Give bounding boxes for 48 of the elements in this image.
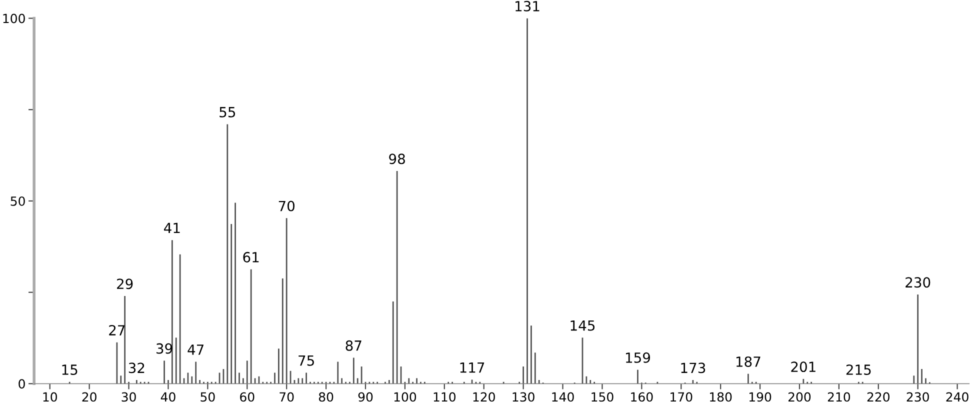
annotation: 32: [128, 362, 144, 374]
annotation: 15: [62, 364, 78, 375]
annotation: 187: [736, 356, 760, 367]
annotation: 117: [460, 362, 484, 373]
x-tick-label: 60: [240, 392, 254, 402]
annotation: 87: [346, 340, 362, 351]
annotation: 215: [846, 364, 871, 375]
x-tick-label: 120: [473, 392, 495, 402]
x-tick-label: 100: [394, 392, 416, 402]
x-tick-label: 210: [828, 392, 850, 402]
x-tick-label: 10: [43, 392, 57, 402]
annotation: 159: [626, 352, 650, 363]
x-tick-label: 230: [906, 392, 929, 402]
y-tick-label: 0: [18, 379, 25, 389]
annotation: 41: [164, 222, 180, 234]
annotation: 47: [188, 344, 204, 355]
x-tick-label: 130: [512, 392, 534, 402]
annotation: 61: [243, 252, 259, 262]
x-tick-label: 110: [434, 392, 456, 402]
y-tick-label: 100: [3, 14, 25, 24]
x-tick-label: 80: [318, 392, 334, 402]
annotation: 98: [389, 154, 405, 164]
annotation: 230: [906, 277, 930, 288]
annotation: 70: [278, 200, 295, 212]
x-tick-label: 170: [670, 392, 692, 402]
x-tick-label: 90: [358, 392, 373, 402]
x-tick-label: 20: [82, 392, 96, 402]
annotation: 29: [117, 278, 133, 290]
x-tick-label: 220: [867, 392, 890, 402]
x-tick-label: 200: [788, 392, 811, 402]
x-tick-label: 70: [280, 392, 294, 402]
annotation: 201: [791, 362, 816, 372]
x-tick-label: 160: [631, 392, 653, 402]
annotation: 131: [516, 0, 540, 12]
x-tick-label: 190: [749, 392, 772, 402]
x-tick-label: 150: [592, 392, 614, 402]
annotation: 145: [570, 320, 595, 331]
annotation: 27: [109, 325, 125, 336]
x-tick-label: 50: [200, 392, 215, 402]
x-tick-label: 180: [710, 392, 732, 402]
annotation: 173: [681, 362, 706, 374]
x-tick-label: 240: [946, 392, 968, 402]
x-tick-label: 140: [552, 392, 574, 402]
annotation: 55: [220, 107, 236, 118]
y-tick-label: 50: [10, 196, 25, 206]
x-tick-label: 40: [160, 392, 176, 402]
annotation: 75: [298, 356, 314, 366]
x-tick-label: 30: [122, 392, 136, 402]
